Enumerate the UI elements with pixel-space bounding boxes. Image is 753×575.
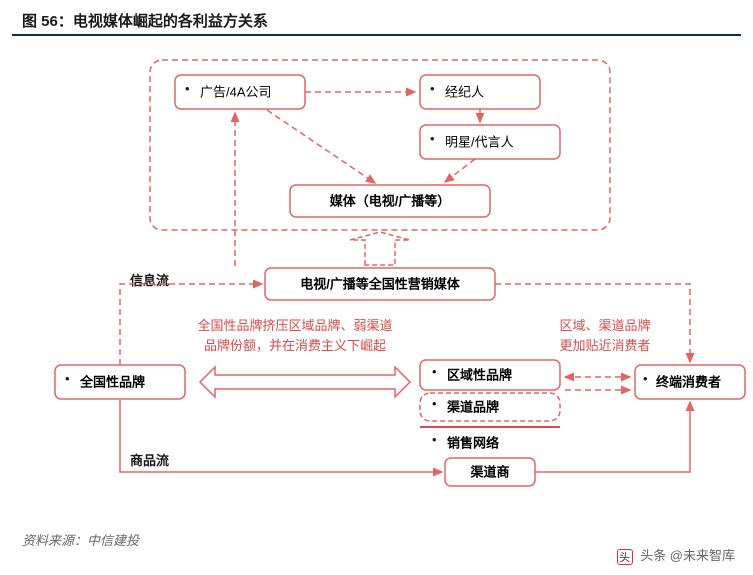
- figure-title: 图 56：电视媒体崛起的各利益方关系: [22, 10, 268, 31]
- right-text-2: 更加贴近消费者: [559, 338, 650, 353]
- mid-text-1: 全国性品牌挤压区域品牌、弱渠道: [197, 318, 392, 333]
- edge-celebrity-to-media: [445, 159, 475, 182]
- watermark-text: 头条 @未来智库: [640, 548, 735, 563]
- regional-brand-label: 区域性品牌: [447, 367, 512, 382]
- mid-text-2: 品牌份额，并在消费主义下崛起: [204, 338, 386, 353]
- node-national-brand: • 全国性品牌: [55, 365, 185, 399]
- node-media: 媒体（电视/广播等）: [290, 185, 490, 217]
- agent-label: 经纪人: [445, 84, 484, 99]
- node-consumer: • 终端消费者: [635, 365, 745, 399]
- node-marketing-media: 电视/广播等全国性营销媒体: [265, 268, 495, 300]
- edge-ad-to-media: [267, 110, 375, 183]
- ad-agency-label: 广告/4A公司: [200, 84, 272, 99]
- node-ad-agency: • 广告/4A公司: [175, 75, 305, 109]
- edge-merchant-to-consumer: [535, 402, 690, 472]
- source-text: 资料来源：中信建投: [22, 530, 139, 549]
- svg-text:•: •: [430, 81, 435, 96]
- channel-merchant-label: 渠道商: [469, 464, 509, 479]
- svg-text:•: •: [432, 432, 437, 447]
- svg-text:•: •: [643, 371, 648, 386]
- hollow-up-arrow: [350, 232, 410, 265]
- consumer-label: 终端消费者: [656, 374, 721, 389]
- watermark-logo-icon: 头: [617, 549, 633, 565]
- title-rule: [12, 34, 741, 36]
- svg-text:•: •: [432, 396, 437, 411]
- national-brand-label: 全国性品牌: [79, 374, 145, 389]
- stakeholder-diagram: • 广告/4A公司 • 经纪人 • 明星/代言人 媒体（电视/广播等） 电视/广…: [0, 40, 753, 525]
- svg-text:•: •: [185, 81, 190, 96]
- info-flow-label: 信息流: [130, 273, 169, 288]
- node-regional-group: • 区域性品牌 • 渠道品牌 • 销售网络: [420, 360, 560, 450]
- right-text-1: 区域、渠道品牌: [559, 318, 650, 333]
- sales-network-label: 销售网络: [447, 435, 499, 450]
- marketing-media-label: 电视/广播等全国性营销媒体: [300, 276, 461, 291]
- hollow-double-arrow: [200, 367, 410, 397]
- watermark: 头 头条 @未来智库: [617, 545, 735, 565]
- node-celebrity: • 明星/代言人: [420, 125, 560, 159]
- goods-flow-label: 商品流: [130, 453, 169, 468]
- svg-text:•: •: [432, 364, 437, 379]
- media-label: 媒体（电视/广播等）: [330, 193, 451, 208]
- celebrity-label: 明星/代言人: [445, 134, 514, 149]
- svg-text:•: •: [430, 131, 435, 146]
- node-channel-merchant: 渠道商: [445, 458, 535, 486]
- svg-text:•: •: [65, 371, 70, 386]
- node-agent: • 经纪人: [420, 75, 540, 109]
- channel-brand-label: 渠道品牌: [446, 399, 499, 414]
